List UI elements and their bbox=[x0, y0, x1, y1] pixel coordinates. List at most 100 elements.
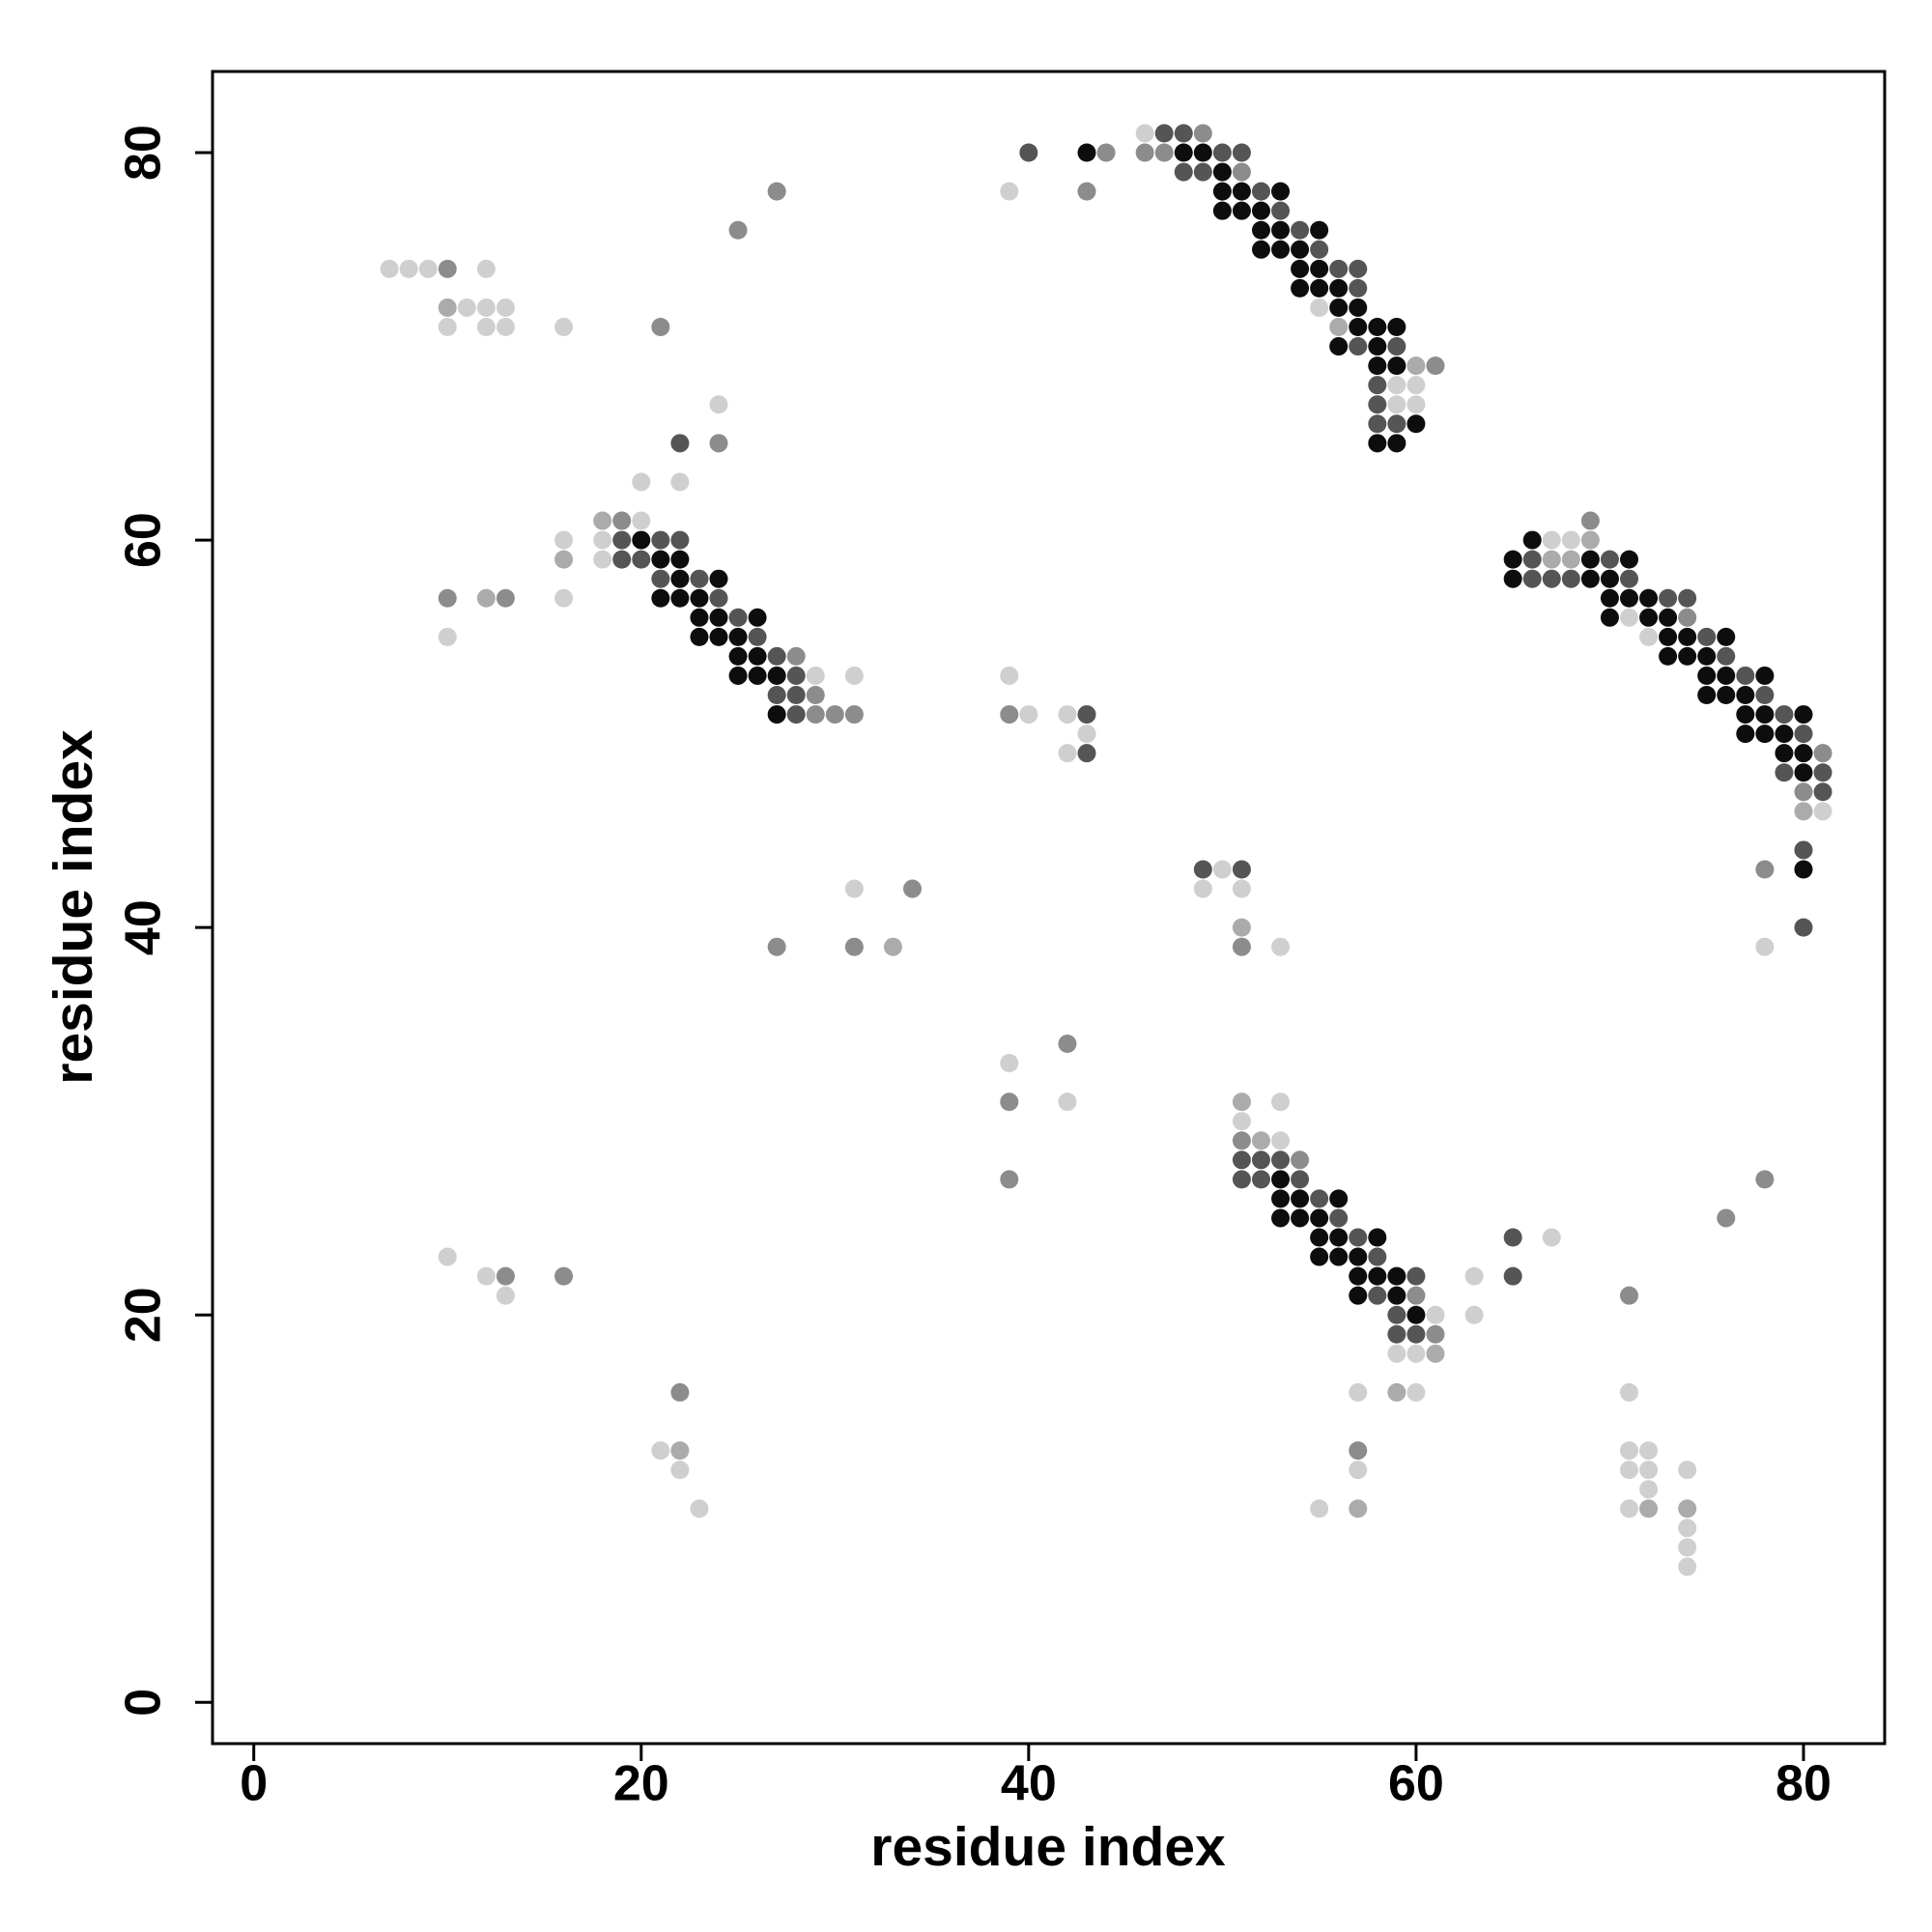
contact-point bbox=[844, 666, 864, 685]
contact-point bbox=[1755, 724, 1775, 744]
contact-point bbox=[1077, 143, 1096, 162]
contact-point bbox=[1349, 1441, 1368, 1461]
contact-point bbox=[1193, 860, 1212, 879]
contact-point bbox=[1619, 1441, 1638, 1461]
contact-point bbox=[690, 1499, 709, 1519]
contact-point bbox=[457, 298, 476, 317]
contact-point bbox=[496, 318, 515, 337]
contact-point bbox=[1368, 318, 1387, 337]
contact-point bbox=[612, 530, 632, 550]
contact-point bbox=[1310, 220, 1329, 240]
contact-point bbox=[1387, 356, 1406, 376]
y-tick-label: 20 bbox=[116, 1287, 172, 1343]
contact-point bbox=[1000, 666, 1019, 685]
contact-point bbox=[1251, 1151, 1270, 1170]
contact-point bbox=[1406, 1286, 1426, 1305]
contact-point bbox=[1775, 763, 1794, 782]
y-axis-title: residue index bbox=[43, 729, 104, 1085]
contact-point bbox=[651, 318, 670, 337]
contact-point bbox=[1697, 686, 1717, 705]
contact-point bbox=[806, 705, 825, 724]
contact-point bbox=[1251, 201, 1270, 220]
contact-point bbox=[1271, 182, 1291, 201]
contact-point bbox=[438, 588, 457, 608]
contact-point bbox=[651, 530, 670, 550]
contact-point bbox=[1406, 376, 1426, 395]
contact-point bbox=[1406, 414, 1426, 434]
contact-point bbox=[728, 627, 748, 646]
y-tick-label: 80 bbox=[116, 125, 172, 181]
contact-point bbox=[1000, 1093, 1019, 1112]
contact-point bbox=[1058, 705, 1077, 724]
contact-point bbox=[1329, 1208, 1349, 1228]
x-tick-label: 40 bbox=[1001, 1756, 1057, 1812]
contact-point bbox=[844, 879, 864, 898]
contact-point bbox=[1794, 782, 1813, 802]
contact-point bbox=[1232, 879, 1251, 898]
contact-point bbox=[709, 434, 728, 453]
contact-point bbox=[593, 530, 612, 550]
contact-point bbox=[1639, 1499, 1659, 1519]
contact-point bbox=[1697, 666, 1717, 685]
contact-point bbox=[1503, 1228, 1522, 1247]
contact-point bbox=[748, 608, 767, 627]
contact-point bbox=[1000, 705, 1019, 724]
contact-point bbox=[1542, 569, 1561, 588]
contact-point bbox=[670, 530, 690, 550]
contact-point bbox=[748, 646, 767, 666]
contact-point bbox=[767, 937, 786, 956]
contact-point bbox=[1310, 1499, 1329, 1519]
contact-point bbox=[1522, 550, 1542, 569]
contact-point bbox=[1619, 1461, 1638, 1480]
contact-point bbox=[1580, 511, 1600, 530]
contact-point bbox=[1736, 686, 1755, 705]
contact-point bbox=[709, 569, 728, 588]
contact-point bbox=[670, 569, 690, 588]
contact-point bbox=[1174, 143, 1193, 162]
contact-point bbox=[1678, 1538, 1697, 1557]
contact-point bbox=[1212, 182, 1232, 201]
contact-point bbox=[1232, 162, 1251, 182]
contact-point bbox=[1678, 1557, 1697, 1577]
contact-point bbox=[1251, 1170, 1270, 1189]
contact-point bbox=[670, 472, 690, 492]
x-tick-label: 80 bbox=[1776, 1756, 1832, 1812]
contact-point bbox=[709, 395, 728, 414]
contact-point bbox=[612, 511, 632, 530]
contact-point bbox=[1193, 162, 1212, 182]
contact-point bbox=[1349, 318, 1368, 337]
contact-point bbox=[1659, 588, 1678, 608]
contact-point bbox=[496, 1266, 515, 1286]
contact-point bbox=[1639, 1461, 1659, 1480]
contact-point bbox=[1135, 143, 1154, 162]
contact-point bbox=[1542, 550, 1561, 569]
contact-point bbox=[1561, 569, 1580, 588]
contact-point bbox=[1639, 608, 1659, 627]
contact-point bbox=[1310, 298, 1329, 317]
contact-point bbox=[786, 686, 806, 705]
contact-point bbox=[1058, 744, 1077, 763]
contact-point bbox=[1329, 1247, 1349, 1266]
contact-point bbox=[728, 608, 748, 627]
contact-point bbox=[1755, 1170, 1775, 1189]
contact-point bbox=[1212, 162, 1232, 182]
contact-point bbox=[1387, 337, 1406, 356]
contact-point bbox=[1000, 182, 1019, 201]
contact-point bbox=[1755, 686, 1775, 705]
contact-point bbox=[1349, 1247, 1368, 1266]
contact-point bbox=[1232, 182, 1251, 201]
contact-point bbox=[786, 646, 806, 666]
contact-point bbox=[844, 937, 864, 956]
contact-point bbox=[1077, 724, 1096, 744]
contact-point bbox=[1349, 1382, 1368, 1402]
contact-point bbox=[1329, 337, 1349, 356]
contact-point bbox=[1232, 860, 1251, 879]
contact-point bbox=[1755, 860, 1775, 879]
contact-point bbox=[1717, 646, 1736, 666]
contact-point bbox=[1387, 318, 1406, 337]
x-axis-title: residue index bbox=[870, 1816, 1226, 1878]
contact-point bbox=[1542, 530, 1561, 550]
contact-point bbox=[1368, 337, 1387, 356]
contact-point bbox=[1794, 918, 1813, 937]
